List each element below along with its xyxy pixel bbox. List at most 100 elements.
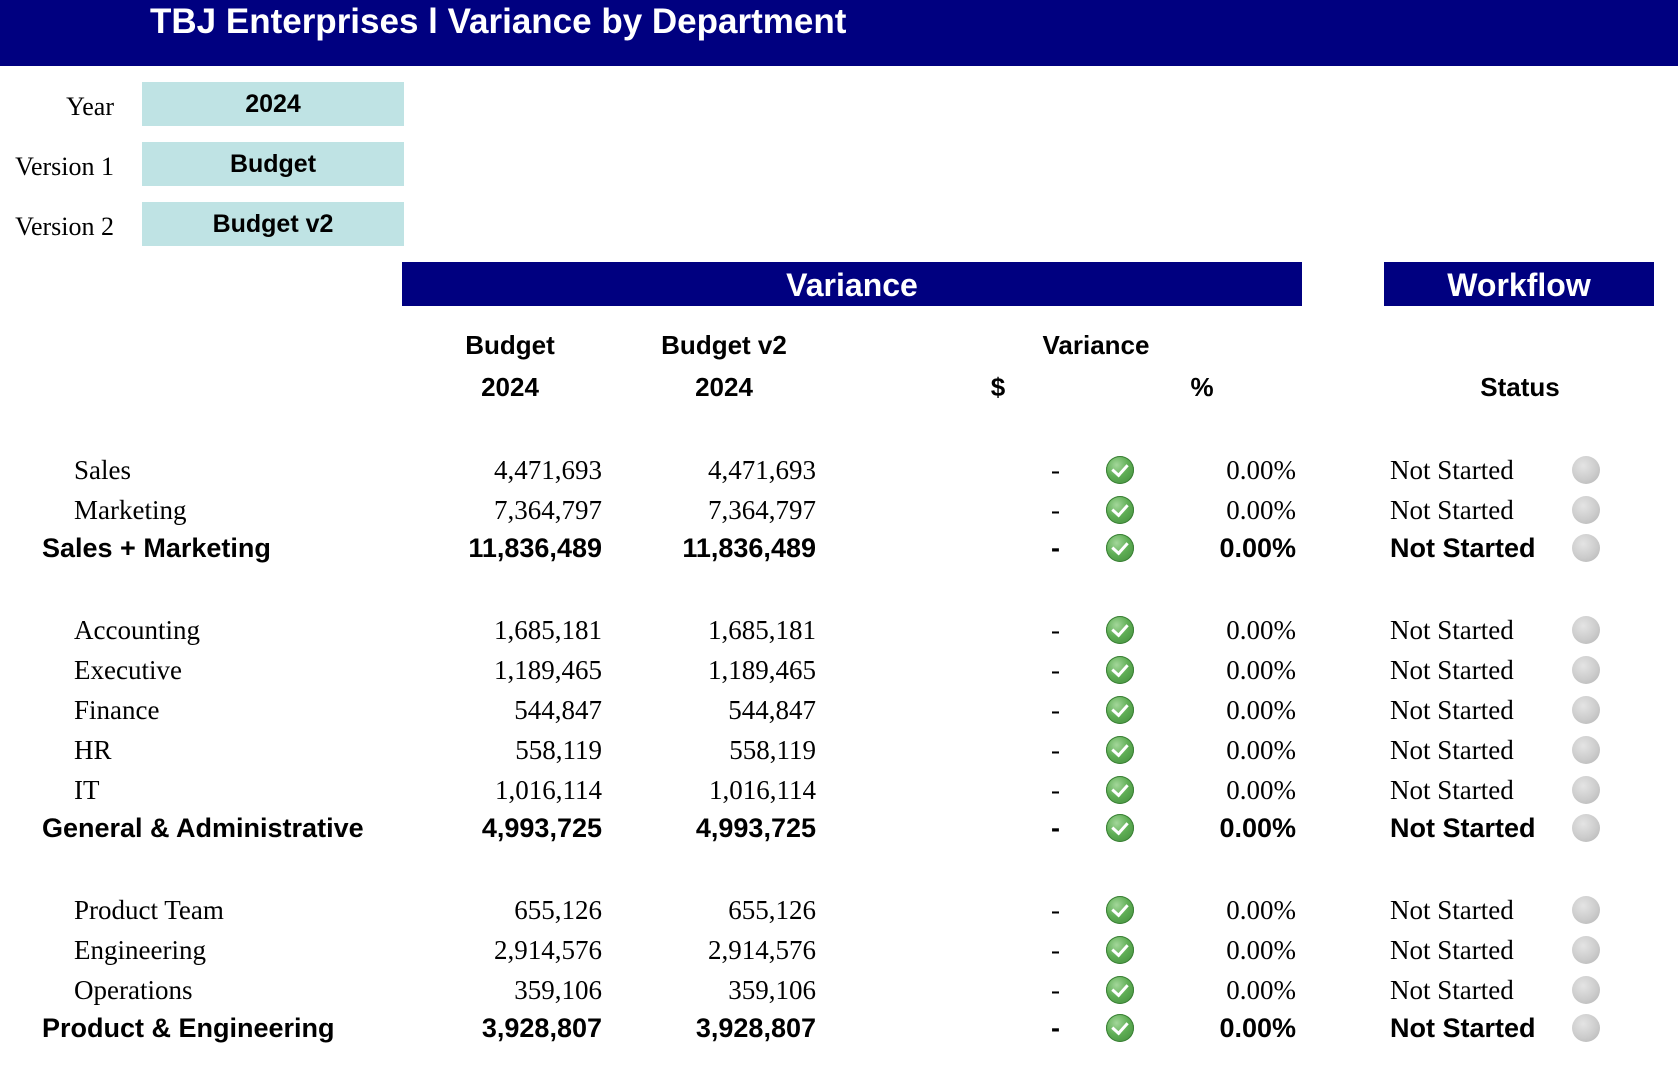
version2-value: 1,685,181 xyxy=(708,615,816,645)
workflow-status: Not Started xyxy=(1390,813,1536,843)
variance-section-header: Variance xyxy=(402,262,1302,306)
version2-value: 4,993,725 xyxy=(695,813,816,843)
workflow-status: Not Started xyxy=(1390,935,1514,965)
year-selector[interactable]: 2024 xyxy=(142,82,404,126)
version1-value: 655,126 xyxy=(514,895,602,925)
check-icon xyxy=(1106,814,1134,842)
variance-dollar: - xyxy=(1051,895,1060,925)
variance-percent: 0.00% xyxy=(1226,975,1296,1005)
status-dot-icon[interactable] xyxy=(1572,976,1600,1004)
workflow-status: Not Started xyxy=(1390,775,1514,805)
department-name: Executive xyxy=(74,655,182,685)
version2-value: 1,189,465 xyxy=(708,655,816,685)
workflow-status: Not Started xyxy=(1390,695,1514,725)
version1-value: 1,016,114 xyxy=(495,775,602,805)
status-dot-icon[interactable] xyxy=(1572,496,1600,524)
version2-value: 3,928,807 xyxy=(695,1013,816,1043)
status-dot-icon[interactable] xyxy=(1572,656,1600,684)
col1-version-header: Budget xyxy=(465,330,555,360)
variance-percent: 0.00% xyxy=(1226,455,1296,485)
status-dot-icon[interactable] xyxy=(1572,696,1600,724)
version1-value: 7,364,797 xyxy=(494,495,602,525)
check-icon xyxy=(1106,896,1134,924)
table-row: IT 1,016,114 1,016,114 - 0.00% Not Start… xyxy=(0,772,1678,808)
workflow-status: Not Started xyxy=(1390,895,1514,925)
version1-value: 11,836,489 xyxy=(468,533,602,563)
department-name: Engineering xyxy=(74,935,206,965)
version1-value: 4,471,693 xyxy=(494,455,602,485)
variance-percent: 0.00% xyxy=(1226,935,1296,965)
check-icon xyxy=(1106,776,1134,804)
check-icon xyxy=(1106,936,1134,964)
variance-dollar: - xyxy=(1051,533,1060,563)
variance-dollar: - xyxy=(1051,735,1060,765)
version2-value: 2,914,576 xyxy=(708,935,816,965)
status-dot-icon[interactable] xyxy=(1572,736,1600,764)
check-icon xyxy=(1106,616,1134,644)
variance-header: Variance xyxy=(1042,330,1150,360)
table-row: Operations 359,106 359,106 - 0.00% Not S… xyxy=(0,972,1678,1008)
department-name: Accounting xyxy=(74,615,200,645)
version2-value: 558,119 xyxy=(729,735,816,765)
subtotal-name: Product & Engineering xyxy=(42,1013,335,1043)
status-dot-icon[interactable] xyxy=(1572,534,1600,562)
version2-value: 7,364,797 xyxy=(708,495,816,525)
table-row: Marketing 7,364,797 7,364,797 - 0.00% No… xyxy=(0,492,1678,528)
status-dot-icon[interactable] xyxy=(1572,456,1600,484)
version2-selector[interactable]: Budget v2 xyxy=(142,202,404,246)
check-icon xyxy=(1106,656,1134,684)
variance-percent: 0.00% xyxy=(1226,895,1296,925)
version1-value: 558,119 xyxy=(515,735,602,765)
version1-value: 359,106 xyxy=(514,975,602,1005)
version1-value: 1,685,181 xyxy=(494,615,602,645)
status-header: Status xyxy=(1480,372,1560,402)
status-dot-icon[interactable] xyxy=(1572,776,1600,804)
version2-value: 544,847 xyxy=(728,695,816,725)
year-label: Year xyxy=(66,92,114,121)
workflow-status: Not Started xyxy=(1390,615,1514,645)
table-row: Accounting 1,685,181 1,685,181 - 0.00% N… xyxy=(0,612,1678,648)
status-dot-icon[interactable] xyxy=(1572,1014,1600,1042)
variance-dollar: - xyxy=(1051,975,1060,1005)
variance-percent: 0.00% xyxy=(1226,615,1296,645)
workflow-status: Not Started xyxy=(1390,495,1514,525)
version1-label: Version 1 xyxy=(15,152,114,181)
status-dot-icon[interactable] xyxy=(1572,814,1600,842)
variance-percent: 0.00% xyxy=(1226,655,1296,685)
department-name: Sales xyxy=(74,455,131,485)
version1-value: 544,847 xyxy=(514,695,602,725)
subtotal-name: General & Administrative xyxy=(42,813,364,843)
variance-dollar-header: $ xyxy=(990,372,1006,402)
department-name: HR xyxy=(74,735,112,765)
variance-dollar: - xyxy=(1051,775,1060,805)
version2-value: 359,106 xyxy=(728,975,816,1005)
check-icon xyxy=(1106,456,1134,484)
department-name: IT xyxy=(74,775,100,805)
version1-selector[interactable]: Budget xyxy=(142,142,404,186)
workflow-status: Not Started xyxy=(1390,533,1536,563)
report-title: TBJ Enterprises l Variance by Department xyxy=(150,2,847,41)
subtotal-name: Sales + Marketing xyxy=(42,533,271,563)
version1-value: 3,928,807 xyxy=(481,1013,602,1043)
version1-value: 2,914,576 xyxy=(494,935,602,965)
version1-value: 1,189,465 xyxy=(494,655,602,685)
variance-dollar: - xyxy=(1051,695,1060,725)
status-dot-icon[interactable] xyxy=(1572,616,1600,644)
check-icon xyxy=(1106,736,1134,764)
status-dot-icon[interactable] xyxy=(1572,896,1600,924)
workflow-status: Not Started xyxy=(1390,1013,1536,1043)
variance-dollar: - xyxy=(1051,935,1060,965)
col1-year-header: 2024 xyxy=(481,372,539,402)
check-icon xyxy=(1106,976,1134,1004)
status-dot-icon[interactable] xyxy=(1572,936,1600,964)
version1-value: 4,993,725 xyxy=(481,813,602,843)
variance-dollar: - xyxy=(1051,1013,1060,1043)
version2-value: 655,126 xyxy=(728,895,816,925)
table-row: HR 558,119 558,119 - 0.00% Not Started xyxy=(0,732,1678,768)
workflow-status: Not Started xyxy=(1390,455,1514,485)
variance-dollar: - xyxy=(1051,615,1060,645)
variance-dollar: - xyxy=(1051,813,1060,843)
variance-percent: 0.00% xyxy=(1219,813,1296,843)
version2-label: Version 2 xyxy=(15,212,114,241)
department-name: Marketing xyxy=(74,495,187,525)
